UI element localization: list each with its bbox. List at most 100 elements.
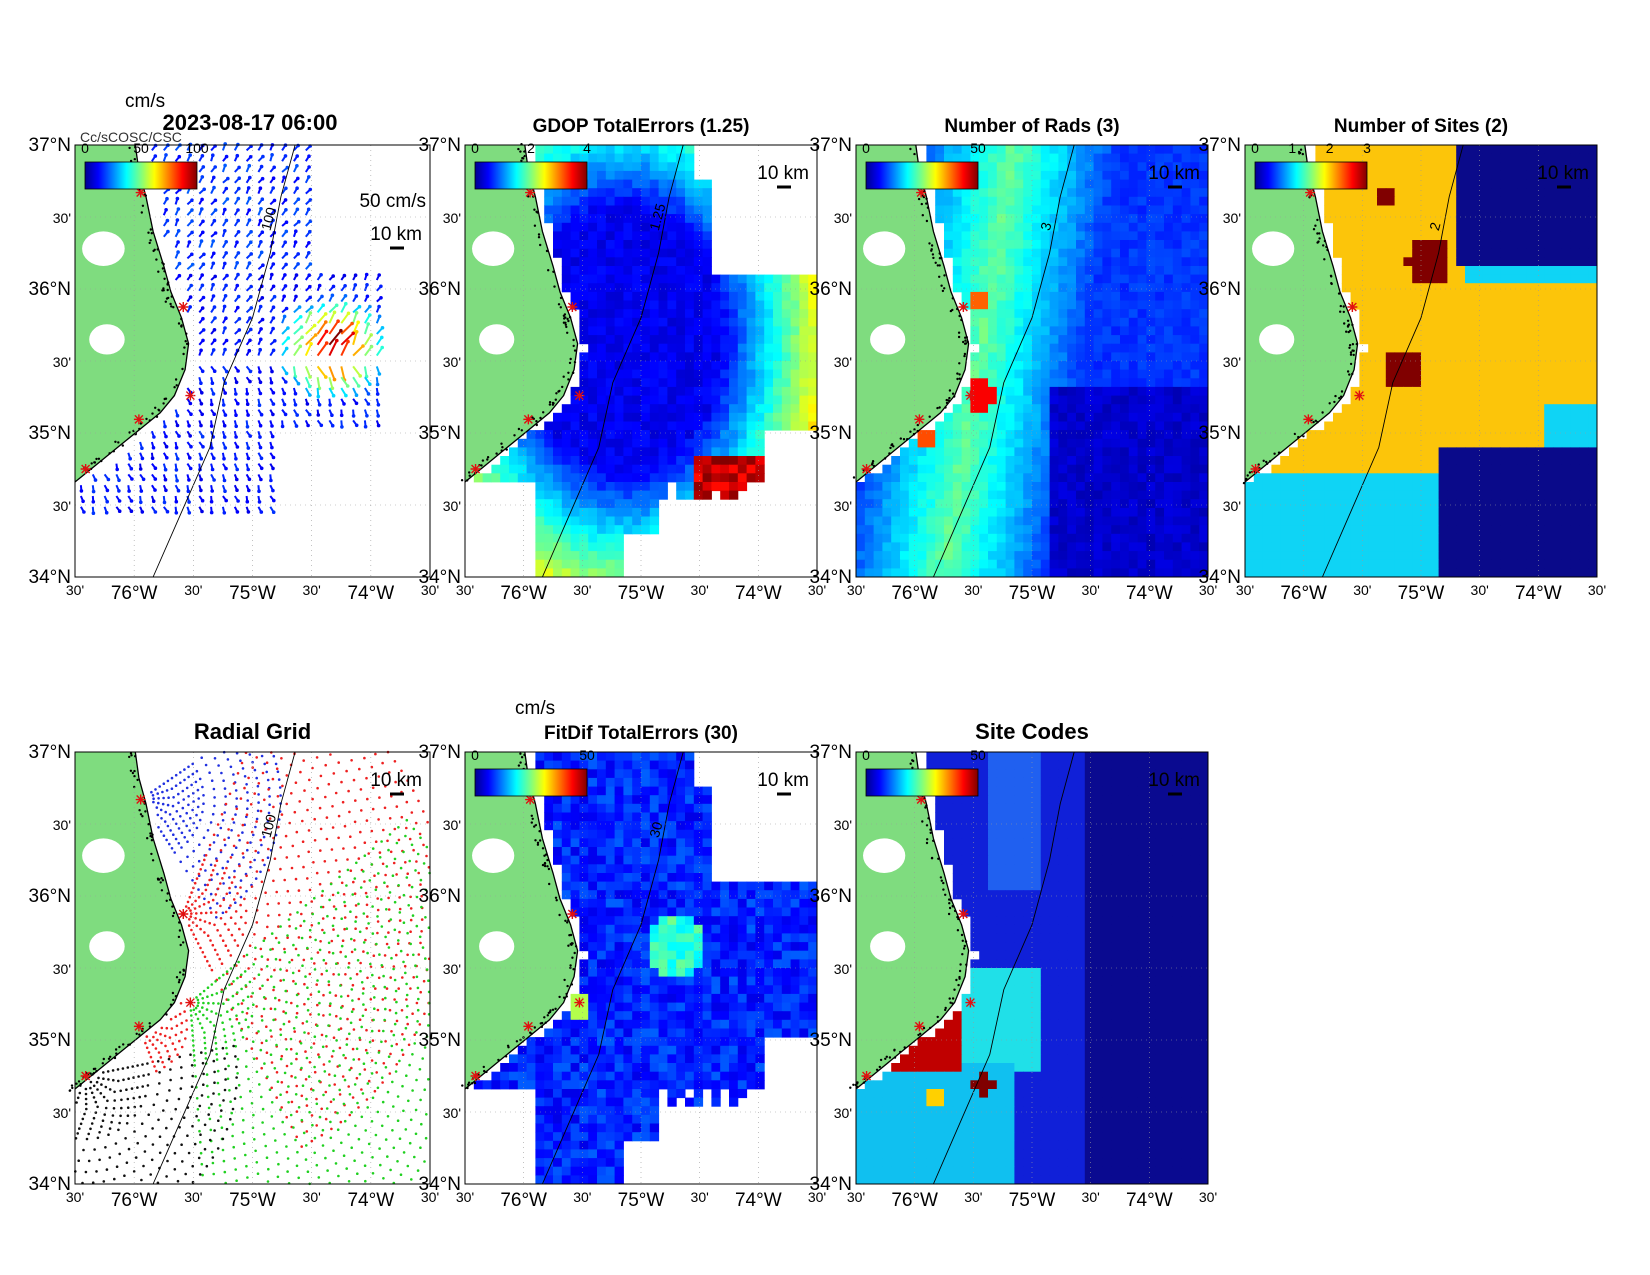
grid-cell [1421, 205, 1431, 215]
grid-cell [1032, 473, 1042, 483]
grid-cell [1190, 447, 1200, 457]
grid-cell [1032, 179, 1042, 189]
coast-dot [892, 445, 895, 448]
grid-cell [1084, 395, 1095, 405]
current-vector-head [225, 197, 230, 201]
grid-cell [808, 378, 818, 388]
grid-cell [1526, 326, 1536, 336]
grid-cell [614, 447, 624, 457]
grid-cell [1093, 214, 1103, 224]
grid-cell [1014, 145, 1024, 155]
grid-cell [882, 542, 892, 552]
grid-cell [1137, 317, 1147, 327]
grid-cell [720, 404, 730, 414]
current-vector-head [270, 434, 275, 439]
grid-cell [623, 430, 633, 440]
grid-cell [1385, 283, 1396, 293]
grid-cell [614, 361, 624, 371]
grid-cell [1190, 559, 1200, 569]
grid-cell [1544, 231, 1554, 241]
grid-cell [641, 456, 651, 466]
grid-cell [1093, 300, 1103, 310]
grid-cell [1102, 179, 1112, 189]
grid-cell [1482, 283, 1492, 293]
colorbar-tick: 0 [471, 140, 479, 156]
grid-cell [1146, 490, 1156, 500]
grid-cell [1049, 283, 1059, 293]
grid-cell [873, 525, 883, 535]
grid-cell [1093, 153, 1103, 163]
grid-cell [1155, 266, 1165, 276]
grid-cell [1067, 551, 1077, 561]
grid-cell [1544, 248, 1554, 258]
grid-cell [1473, 257, 1484, 267]
current-vector-head [284, 252, 289, 256]
grid-cell [1005, 317, 1015, 327]
grid-cell [1049, 438, 1059, 448]
grid-cell [623, 447, 633, 457]
grid-cell [1561, 179, 1572, 189]
grid-cell [693, 464, 704, 474]
grid-cell [1155, 421, 1165, 431]
grid-cell [1049, 542, 1059, 552]
grid-cell [1137, 482, 1147, 492]
grid-cell [1535, 240, 1545, 250]
grid-cell [605, 274, 616, 284]
grid-cell [1102, 335, 1112, 345]
current-vector-head [356, 384, 361, 388]
grid-cell [1579, 162, 1589, 172]
grid-cell [1394, 248, 1404, 258]
grid-cell [1128, 421, 1139, 431]
grid-cell [1517, 317, 1528, 327]
grid-cell [1190, 196, 1200, 206]
grid-cell [1040, 568, 1051, 578]
grid-cell [1111, 274, 1121, 284]
grid-cell [676, 378, 686, 388]
grid-cell [1172, 153, 1183, 163]
grid-cell [1561, 248, 1572, 258]
grid-cell [781, 274, 792, 284]
grid-cell [641, 240, 651, 250]
current-vector-head [271, 284, 276, 289]
grid-cell [737, 343, 748, 353]
grid-cell [1146, 456, 1156, 466]
grid-cell [1120, 343, 1130, 353]
grid-cell [1005, 438, 1015, 448]
grid-cell [1544, 162, 1554, 172]
grid-cell [944, 559, 954, 569]
grid-cell [597, 507, 607, 517]
grid-cell [1005, 170, 1015, 180]
grid-cell [1509, 214, 1519, 224]
grid-cell [1155, 542, 1165, 552]
grid-cell [658, 248, 668, 258]
grid-cell [676, 179, 686, 189]
current-vector-head [248, 273, 252, 277]
grid-cell [944, 214, 954, 224]
site-marker [135, 187, 146, 198]
grid-cell [1076, 274, 1086, 284]
grid-cell [685, 326, 695, 336]
grid-cell [711, 309, 721, 319]
grid-cell [1199, 153, 1209, 163]
grid-cell [1111, 361, 1121, 371]
grid-cell [1412, 326, 1422, 336]
grid-cell [856, 559, 866, 569]
grid-cell [1093, 438, 1103, 448]
grid-cell [632, 170, 642, 180]
grid-cell [1084, 309, 1095, 319]
grid-cell [1005, 525, 1015, 535]
grid-cell [605, 266, 616, 276]
grid-cell [1588, 335, 1598, 345]
grid-cell [1517, 352, 1528, 362]
grid-cell [588, 291, 598, 301]
grid-cell [1155, 205, 1165, 215]
current-vector-head [271, 510, 276, 514]
grid-cell [1412, 257, 1422, 267]
grid-cell [1067, 196, 1077, 206]
grid-cell [988, 214, 998, 224]
grid-cell [1473, 214, 1484, 224]
grid-cell [702, 196, 712, 206]
grid-cell [676, 291, 686, 301]
current-vector-head [211, 261, 216, 266]
current-vector-head [368, 304, 372, 309]
